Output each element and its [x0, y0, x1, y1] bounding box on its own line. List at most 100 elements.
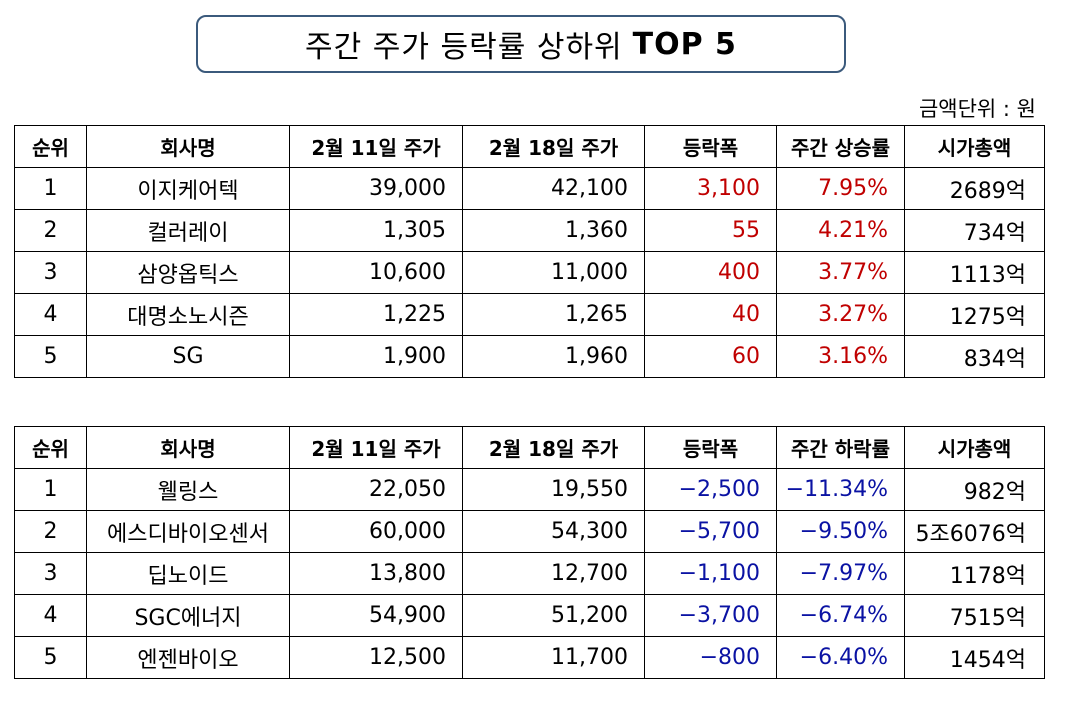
- change-cell: 40: [644, 293, 777, 336]
- rank-cell: 3: [14, 552, 87, 595]
- market-cap-cell: 834억: [904, 335, 1045, 378]
- price-feb18-cell: 12,700: [462, 552, 645, 595]
- price-feb11-cell: 39,000: [289, 167, 463, 210]
- market-cap-cell: 5조6076억: [904, 510, 1045, 553]
- price-feb18-cell: 1,265: [462, 293, 645, 336]
- company-cell: 이지케어텍: [86, 167, 290, 210]
- market-cap-cell: 1454억: [904, 636, 1045, 679]
- rate-cell: 3.77%: [776, 251, 905, 294]
- table-row: 4 SGC에너지 54,900 51,200 −3,700 −6.74% 7515억: [14, 594, 1045, 637]
- title-top5: TOP 5: [632, 26, 737, 62]
- market-cap-cell: 7515억: [904, 594, 1045, 637]
- change-cell: 400: [644, 251, 777, 294]
- price-feb11-cell: 10,600: [289, 251, 463, 294]
- rank-cell: 2: [14, 209, 87, 252]
- price-feb11-cell: 1,900: [289, 335, 463, 378]
- table-row: 1 이지케어텍 39,000 42,100 3,100 7.95% 2689억: [14, 167, 1045, 210]
- company-cell: 엔젠바이오: [86, 636, 290, 679]
- header-company: 회사명: [86, 426, 290, 469]
- company-cell: SGC에너지: [86, 594, 290, 637]
- top-gainers-table: 순위 회사명 2월 11일 주가 2월 18일 주가 등락폭 주간 상승률 시가…: [14, 125, 1045, 378]
- price-feb18-cell: 42,100: [462, 167, 645, 210]
- change-cell: −3,700: [644, 594, 777, 637]
- company-cell: 딥노이드: [86, 552, 290, 595]
- company-cell: 웰링스: [86, 468, 290, 511]
- header-price-feb18: 2월 18일 주가: [462, 426, 645, 469]
- company-cell: 컬러레이: [86, 209, 290, 252]
- change-cell: −2,500: [644, 468, 777, 511]
- market-cap-cell: 982억: [904, 468, 1045, 511]
- change-cell: 55: [644, 209, 777, 252]
- table-row: 4 대명소노시즌 1,225 1,265 40 3.27% 1275억: [14, 293, 1045, 336]
- header-weekly-rate: 주간 상승률: [776, 125, 905, 168]
- rate-cell: −6.40%: [776, 636, 905, 679]
- company-cell: 대명소노시즌: [86, 293, 290, 336]
- header-company: 회사명: [86, 125, 290, 168]
- table-header-row: 순위 회사명 2월 11일 주가 2월 18일 주가 등락폭 주간 상승률 시가…: [14, 125, 1045, 168]
- company-cell: 삼양옵틱스: [86, 251, 290, 294]
- change-cell: 3,100: [644, 167, 777, 210]
- rank-cell: 3: [14, 251, 87, 294]
- table-row: 2 컬러레이 1,305 1,360 55 4.21% 734억: [14, 209, 1045, 252]
- rate-cell: −9.50%: [776, 510, 905, 553]
- price-feb11-cell: 1,305: [289, 209, 463, 252]
- price-feb18-cell: 51,200: [462, 594, 645, 637]
- header-weekly-rate: 주간 하락률: [776, 426, 905, 469]
- rate-cell: −11.34%: [776, 468, 905, 511]
- rate-cell: 3.16%: [776, 335, 905, 378]
- header-price-feb18: 2월 18일 주가: [462, 125, 645, 168]
- price-feb18-cell: 54,300: [462, 510, 645, 553]
- table-row: 2 에스디바이오센서 60,000 54,300 −5,700 −9.50% 5조6076억: [14, 510, 1045, 553]
- price-feb11-cell: 13,800: [289, 552, 463, 595]
- table-row: 5 SG 1,900 1,960 60 3.16% 834억: [14, 335, 1045, 378]
- price-feb11-cell: 54,900: [289, 594, 463, 637]
- price-feb11-cell: 60,000: [289, 510, 463, 553]
- top-losers-table: 순위 회사명 2월 11일 주가 2월 18일 주가 등락폭 주간 하락률 시가…: [14, 426, 1045, 679]
- header-rank: 순위: [14, 125, 87, 168]
- price-feb18-cell: 11,700: [462, 636, 645, 679]
- price-feb18-cell: 19,550: [462, 468, 645, 511]
- header-market-cap: 시가총액: [904, 426, 1045, 469]
- header-price-feb11: 2월 11일 주가: [289, 125, 463, 168]
- market-cap-cell: 1275억: [904, 293, 1045, 336]
- market-cap-cell: 1178억: [904, 552, 1045, 595]
- rank-cell: 5: [14, 335, 87, 378]
- price-feb11-cell: 22,050: [289, 468, 463, 511]
- table-row: 1 웰링스 22,050 19,550 −2,500 −11.34% 982억: [14, 468, 1045, 511]
- rank-cell: 2: [14, 510, 87, 553]
- rate-cell: −6.74%: [776, 594, 905, 637]
- header-market-cap: 시가총액: [904, 125, 1045, 168]
- page-title: 주간 주가 등락률 상하위 TOP 5: [196, 15, 846, 73]
- rank-cell: 1: [14, 468, 87, 511]
- market-cap-cell: 2689억: [904, 167, 1045, 210]
- header-change: 등락폭: [644, 426, 777, 469]
- rank-cell: 4: [14, 594, 87, 637]
- header-price-feb11: 2월 11일 주가: [289, 426, 463, 469]
- market-cap-cell: 1113억: [904, 251, 1045, 294]
- table-row: 3 딥노이드 13,800 12,700 −1,100 −7.97% 1178억: [14, 552, 1045, 595]
- price-feb18-cell: 1,960: [462, 335, 645, 378]
- table-row: 5 엔젠바이오 12,500 11,700 −800 −6.40% 1454억: [14, 636, 1045, 679]
- price-feb18-cell: 11,000: [462, 251, 645, 294]
- rate-cell: 7.95%: [776, 167, 905, 210]
- table-row: 3 삼양옵틱스 10,600 11,000 400 3.77% 1113억: [14, 251, 1045, 294]
- company-cell: SG: [86, 335, 290, 378]
- market-cap-cell: 734억: [904, 209, 1045, 252]
- company-cell: 에스디바이오센서: [86, 510, 290, 553]
- price-feb11-cell: 12,500: [289, 636, 463, 679]
- rate-cell: 4.21%: [776, 209, 905, 252]
- rate-cell: −7.97%: [776, 552, 905, 595]
- rank-cell: 4: [14, 293, 87, 336]
- rank-cell: 5: [14, 636, 87, 679]
- change-cell: 60: [644, 335, 777, 378]
- change-cell: −800: [644, 636, 777, 679]
- unit-note: 금액단위 : 원: [918, 97, 1036, 121]
- title-text: 주간 주가 등락률 상하위: [305, 30, 623, 65]
- header-rank: 순위: [14, 426, 87, 469]
- price-feb18-cell: 1,360: [462, 209, 645, 252]
- change-cell: −1,100: [644, 552, 777, 595]
- rate-cell: 3.27%: [776, 293, 905, 336]
- table-header-row: 순위 회사명 2월 11일 주가 2월 18일 주가 등락폭 주간 하락률 시가…: [14, 426, 1045, 469]
- price-feb11-cell: 1,225: [289, 293, 463, 336]
- rank-cell: 1: [14, 167, 87, 210]
